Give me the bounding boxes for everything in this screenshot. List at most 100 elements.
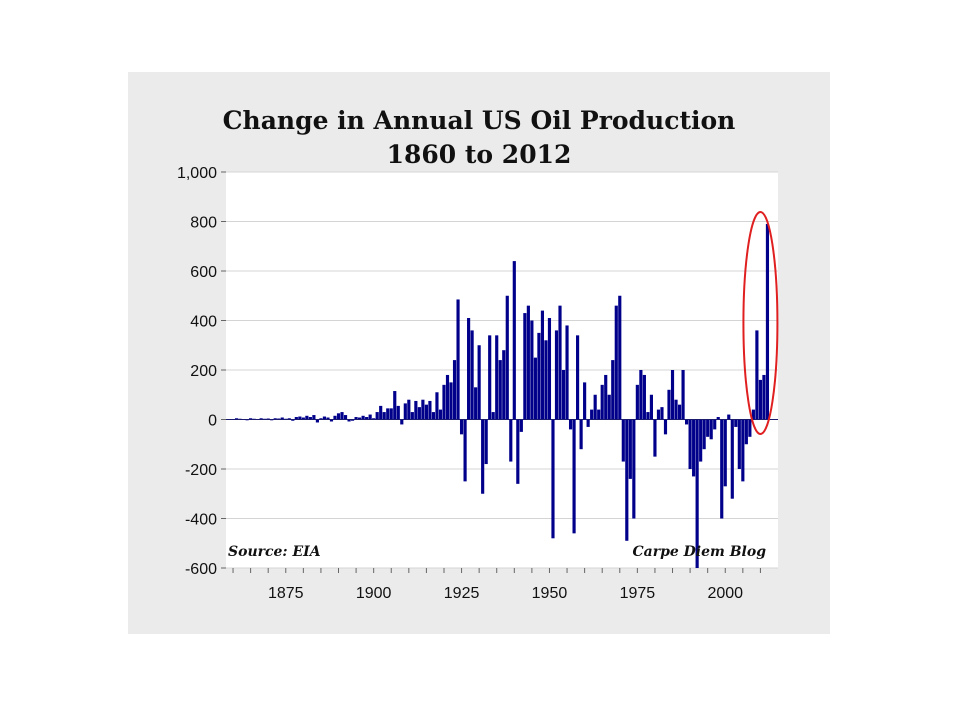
bar — [234, 418, 239, 420]
bar — [372, 418, 376, 420]
bar — [755, 330, 759, 420]
bar — [287, 418, 291, 420]
bar — [502, 350, 506, 420]
bar — [431, 412, 436, 420]
bar — [407, 399, 411, 420]
x-tick-label: 1925 — [444, 585, 480, 602]
chart-subtitle: 1860 to 2012 — [386, 140, 572, 169]
bar — [389, 408, 393, 420]
bar — [298, 416, 302, 420]
bar — [336, 413, 341, 420]
bar — [301, 417, 305, 420]
chart-title: Change in Annual US Oil Production — [222, 106, 736, 135]
bar — [706, 419, 710, 437]
bar — [642, 374, 646, 420]
bar — [670, 370, 675, 420]
bar — [308, 417, 312, 420]
bar — [322, 416, 327, 420]
bar — [607, 394, 611, 420]
bar — [414, 400, 418, 420]
bar — [350, 419, 355, 421]
bar — [685, 419, 689, 425]
bar — [484, 419, 488, 465]
bar — [663, 419, 668, 435]
x-tick-label: 1950 — [532, 585, 568, 602]
bar — [551, 419, 555, 539]
bar — [692, 419, 696, 477]
bar — [326, 417, 330, 420]
bar — [604, 374, 608, 420]
bar — [765, 223, 770, 420]
bar — [653, 419, 657, 457]
bar — [558, 305, 562, 420]
bar — [751, 409, 755, 420]
y-tick-label: 800 — [190, 215, 217, 232]
bar — [730, 419, 734, 499]
bar — [421, 399, 425, 420]
y-tick-label: -200 — [185, 462, 217, 479]
bar — [568, 419, 573, 430]
bar — [618, 295, 622, 420]
bar — [280, 417, 284, 420]
bar — [452, 360, 457, 420]
bar — [470, 330, 474, 420]
y-tick-label: 400 — [190, 314, 217, 331]
bar — [720, 419, 724, 519]
bar — [737, 419, 741, 469]
bar — [365, 417, 369, 420]
y-tick-label: 600 — [190, 264, 217, 281]
bar — [547, 318, 552, 420]
bar — [449, 382, 453, 420]
bar — [699, 419, 703, 462]
bar — [660, 407, 664, 420]
bar — [533, 357, 537, 420]
bar — [512, 261, 516, 420]
bar — [438, 409, 443, 420]
bar — [688, 419, 692, 469]
bar — [579, 419, 583, 450]
bar — [614, 305, 618, 420]
bar — [445, 374, 450, 420]
bar — [741, 419, 745, 482]
bar — [488, 335, 492, 420]
bar — [544, 340, 548, 420]
bar — [727, 414, 731, 420]
bar — [677, 404, 682, 420]
bar — [565, 325, 569, 420]
bar — [635, 384, 639, 420]
bar — [358, 417, 362, 420]
bar — [516, 419, 520, 484]
bar — [305, 415, 309, 420]
bar — [611, 360, 615, 420]
bar — [400, 419, 404, 425]
bar — [319, 418, 323, 420]
bar — [625, 419, 629, 541]
bar — [762, 374, 766, 420]
bar — [523, 313, 527, 420]
x-tick-label: 1975 — [620, 585, 656, 602]
y-tick-label: -600 — [185, 561, 217, 578]
bar — [744, 419, 748, 445]
y-tick-label: 1,000 — [177, 165, 217, 182]
bar — [477, 345, 481, 420]
bar — [273, 418, 277, 420]
bar — [695, 419, 699, 568]
bar — [312, 415, 316, 420]
bar — [249, 418, 253, 420]
bar — [632, 419, 636, 519]
bar — [403, 403, 407, 420]
x-axis: 1875 1900 1925 1950 1975 2000 — [232, 568, 761, 602]
bar — [498, 360, 502, 420]
bar — [586, 419, 590, 427]
bar — [491, 412, 495, 420]
bar — [572, 419, 576, 534]
bar — [354, 417, 358, 420]
bar — [347, 419, 351, 422]
y-tick-label: 0 — [208, 413, 217, 430]
bar — [375, 412, 379, 420]
bar — [333, 415, 337, 420]
bar — [628, 419, 632, 479]
bar — [315, 419, 319, 423]
bar — [526, 305, 530, 420]
